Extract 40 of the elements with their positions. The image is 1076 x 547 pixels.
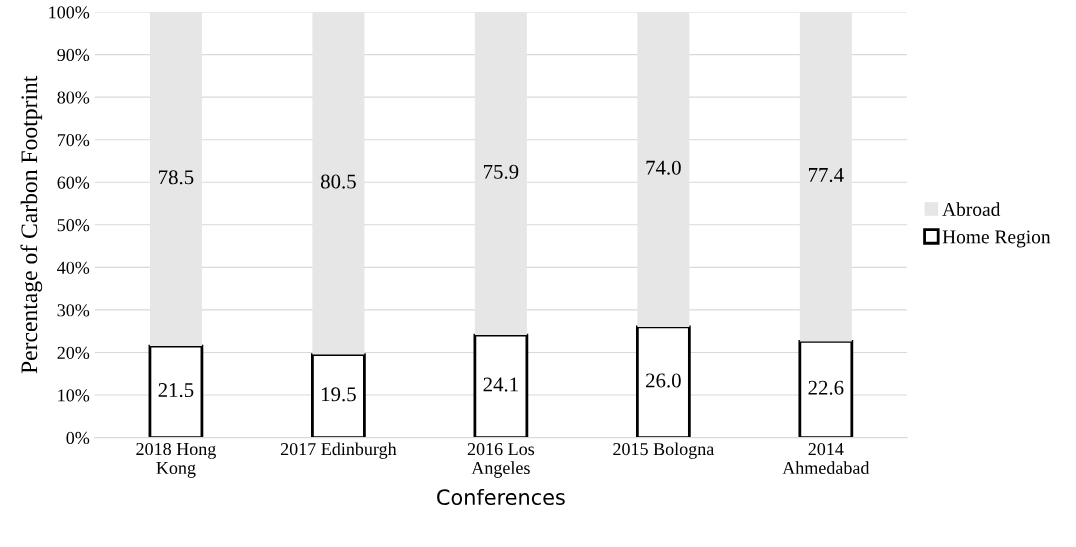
bar	[473, 333, 529, 438]
bar	[474, 12, 527, 336]
y-tick-label: 0%	[66, 431, 90, 445]
y-tick-label: 30%	[57, 304, 90, 317]
legend-label: Home Region	[942, 230, 1051, 248]
y-tick-label: 50%	[57, 219, 90, 232]
bar	[312, 12, 365, 355]
bar	[798, 340, 854, 438]
y-tick-label: 20%	[57, 346, 90, 359]
x-tick-label: 2016 Los Angeles	[467, 442, 535, 478]
y-tick-label: 40%	[57, 261, 90, 274]
x-tick-label: 2018 Hong Kong	[136, 442, 216, 478]
data-label: 19.5	[322, 387, 356, 402]
bar	[311, 353, 366, 438]
data-label: 22.6	[808, 380, 844, 395]
data-label: 80.5	[320, 174, 356, 189]
data-label: 75.9	[484, 164, 519, 179]
data-label: 78.5	[159, 170, 194, 185]
y-tick-label: 90%	[57, 48, 90, 62]
y-tick-label: 60%	[57, 176, 90, 189]
x-axis-title: Conferences	[437, 488, 565, 505]
data-label: 21.5	[158, 383, 194, 398]
data-label: 26.0	[646, 373, 681, 388]
bar	[635, 325, 691, 438]
data-label: 74.0	[646, 160, 681, 175]
x-tick-label: 2014 Ahmedabad	[782, 442, 870, 475]
x-tick-label: 2017 Edinburgh	[280, 442, 397, 459]
y-tick-label: 70%	[57, 133, 90, 147]
x-tick-label: 2015 Bologna	[613, 442, 715, 459]
data-label: 77.4	[808, 168, 844, 183]
y-tick-label: 100%	[49, 6, 90, 19]
y-tick-label: 10%	[58, 389, 90, 402]
data-label: 24.1	[483, 377, 518, 392]
y-tick-label: 80%	[57, 91, 90, 104]
legend-label: Abroad	[942, 202, 1001, 216]
y-axis-title: Percentage of Carbon Footprint	[20, 75, 43, 374]
bar	[148, 344, 204, 438]
bar	[637, 12, 690, 327]
bar	[149, 12, 202, 347]
bar	[799, 12, 852, 342]
